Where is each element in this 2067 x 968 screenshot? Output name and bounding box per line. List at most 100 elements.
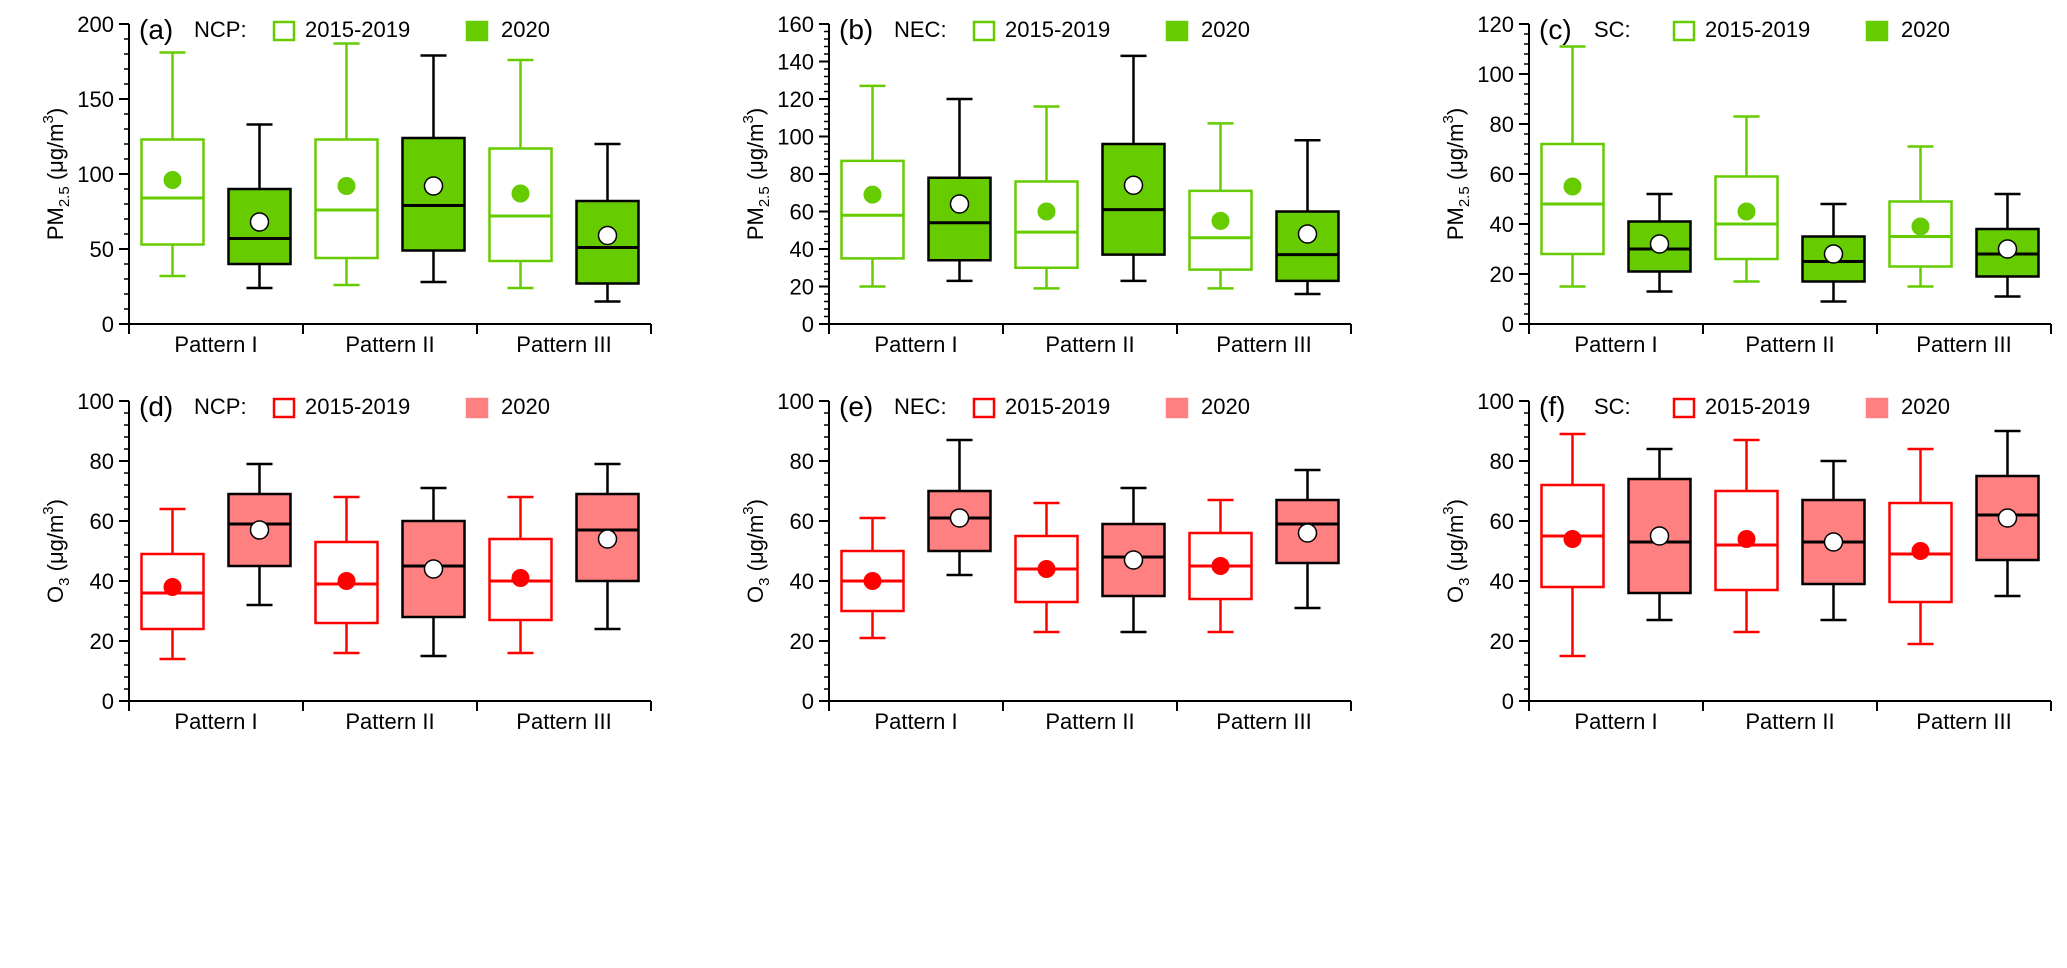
y-tick-label: 60 bbox=[1490, 509, 1514, 534]
y-axis-label-unit: (μg/m bbox=[43, 124, 68, 187]
box-2015-2019-2 bbox=[1714, 115, 1779, 283]
panel-f: 0 20 40 60 80 100 Pattern I Pattern II Pattern I… bbox=[1440, 389, 2052, 734]
x-tick-label: Pattern III bbox=[516, 709, 611, 734]
x-tick-label: Pattern I bbox=[874, 332, 957, 357]
legend-label-2015-2019: 2015-2019 bbox=[1705, 394, 1810, 419]
y-axis-label-main: O bbox=[743, 586, 768, 603]
y-axis-label-unit: (μg/m bbox=[743, 515, 768, 578]
x-tick-label: Pattern III bbox=[1216, 709, 1311, 734]
mean-marker bbox=[423, 559, 444, 579]
y-axis-label-main: PM bbox=[743, 207, 768, 240]
x-tick-label: Pattern I bbox=[1574, 709, 1657, 734]
panel-letter: (d) bbox=[139, 391, 173, 422]
y-axis-label-sup: 3 bbox=[740, 506, 757, 514]
y-tick-label: 40 bbox=[1490, 212, 1514, 237]
y-axis-label-main: PM bbox=[43, 207, 68, 240]
box-2020-3 bbox=[1275, 468, 1340, 610]
y-axis-label-sub: 2.5 bbox=[56, 186, 73, 207]
y-tick-label: 20 bbox=[1490, 262, 1514, 287]
y-tick-label: 120 bbox=[777, 87, 814, 112]
box-2015-2019-3 bbox=[1188, 122, 1253, 290]
y-axis-label: O3 (μg/m3) bbox=[40, 499, 73, 603]
mean-marker bbox=[1037, 560, 1056, 578]
x-tick-label: Pattern III bbox=[1916, 709, 2011, 734]
mean-marker bbox=[597, 529, 618, 549]
box-2020-1 bbox=[927, 97, 992, 283]
legend-label-2015-2019: 2015-2019 bbox=[1005, 17, 1110, 42]
box-iqr bbox=[1275, 210, 1340, 283]
y-tick-label: 100 bbox=[77, 162, 114, 187]
mean-marker bbox=[1997, 239, 2018, 259]
mean-marker bbox=[163, 171, 182, 189]
y-axis-label-close: ) bbox=[1443, 108, 1468, 115]
y-tick-label: 0 bbox=[802, 689, 814, 714]
y-axis-label-unit: (μg/m bbox=[743, 124, 768, 187]
y-tick-label: 40 bbox=[1490, 569, 1514, 594]
mean-marker bbox=[1737, 530, 1756, 548]
mean-marker bbox=[337, 177, 356, 195]
mean-marker bbox=[1297, 224, 1318, 244]
y-tick-label: 80 bbox=[1490, 112, 1514, 137]
y-tick-label: 0 bbox=[1502, 689, 1514, 714]
panel-c: 0 20 40 60 80 100 120 Pattern I Pattern II Patter… bbox=[1440, 12, 2052, 357]
mean-marker bbox=[1737, 202, 1756, 221]
x-tick-label: Pattern II bbox=[1045, 709, 1134, 734]
panel-b: 0 20 40 60 80 100 120 140 160 Pattern I Pattern II… bbox=[740, 12, 1352, 357]
panel-letter: (f) bbox=[1539, 391, 1565, 422]
box-2020-1 bbox=[227, 462, 292, 607]
mean-marker bbox=[1823, 532, 1844, 552]
y-axis-label-sup: 3 bbox=[40, 506, 57, 514]
y-tick-label: 60 bbox=[790, 200, 814, 225]
y-axis-label-main: PM bbox=[1443, 207, 1468, 240]
box-2020-1 bbox=[1627, 447, 1692, 622]
box-iqr bbox=[1188, 189, 1253, 271]
legend-label-2020: 2020 bbox=[501, 394, 550, 419]
box-2020-2 bbox=[1801, 459, 1866, 622]
y-tick-label: 0 bbox=[802, 312, 814, 337]
x-tick-label: Pattern II bbox=[1745, 709, 1834, 734]
y-axis-label-sub: 3 bbox=[756, 578, 773, 586]
y-tick-label: 50 bbox=[90, 237, 114, 262]
legend-swatch-2015-2019 bbox=[272, 20, 296, 42]
mean-marker bbox=[1211, 211, 1230, 230]
mean-marker bbox=[1563, 530, 1582, 548]
x-tick-label: Pattern I bbox=[174, 332, 257, 357]
panel-letter: (b) bbox=[839, 14, 873, 45]
legend-label-2020: 2020 bbox=[501, 17, 550, 42]
y-axis-label-main: O bbox=[43, 586, 68, 603]
legend-label-2020: 2020 bbox=[1201, 17, 1250, 42]
panel-letter: (a) bbox=[139, 14, 173, 45]
box-2020-3 bbox=[575, 142, 640, 303]
mean-marker bbox=[163, 578, 182, 596]
y-tick-label: 100 bbox=[1477, 62, 1514, 87]
mean-marker bbox=[949, 508, 970, 528]
x-tick-label: Pattern II bbox=[1745, 332, 1834, 357]
legend-region-label: SC: bbox=[1594, 17, 1631, 42]
y-axis-label-close: ) bbox=[43, 499, 68, 506]
legend-swatch-2015-2019 bbox=[972, 20, 996, 42]
y-tick-label: 80 bbox=[1490, 449, 1514, 474]
y-tick-label: 40 bbox=[790, 237, 814, 262]
panel-a: 0 50 100 150 200 Pattern I Pattern II Pattern I… bbox=[40, 12, 652, 357]
y-tick-label: 80 bbox=[90, 449, 114, 474]
box-2015-2019-3 bbox=[1888, 447, 1953, 646]
legend-region-label: NEC: bbox=[894, 394, 947, 419]
mean-marker bbox=[423, 176, 444, 196]
y-axis-label-main: O bbox=[1443, 586, 1468, 603]
legend-swatch-2020 bbox=[1865, 20, 1889, 42]
legend-label-2020: 2020 bbox=[1201, 394, 1250, 419]
legend-swatch-2020 bbox=[465, 20, 489, 42]
box-2020-2 bbox=[1101, 54, 1166, 283]
y-axis-label-sup: 3 bbox=[40, 115, 57, 123]
x-tick-label: Pattern I bbox=[174, 709, 257, 734]
box-2015-2019-1 bbox=[1540, 432, 1605, 658]
y-axis-label-unit: (μg/m bbox=[1443, 124, 1468, 187]
box-2020-2 bbox=[401, 54, 466, 284]
mean-marker bbox=[1297, 523, 1318, 543]
y-tick-label: 60 bbox=[1490, 162, 1514, 187]
y-axis-label-unit: (μg/m bbox=[43, 515, 68, 578]
y-axis-label-sub: 2.5 bbox=[1456, 186, 1473, 207]
x-tick-label: Pattern II bbox=[345, 709, 434, 734]
box-2015-2019-3 bbox=[488, 58, 553, 290]
